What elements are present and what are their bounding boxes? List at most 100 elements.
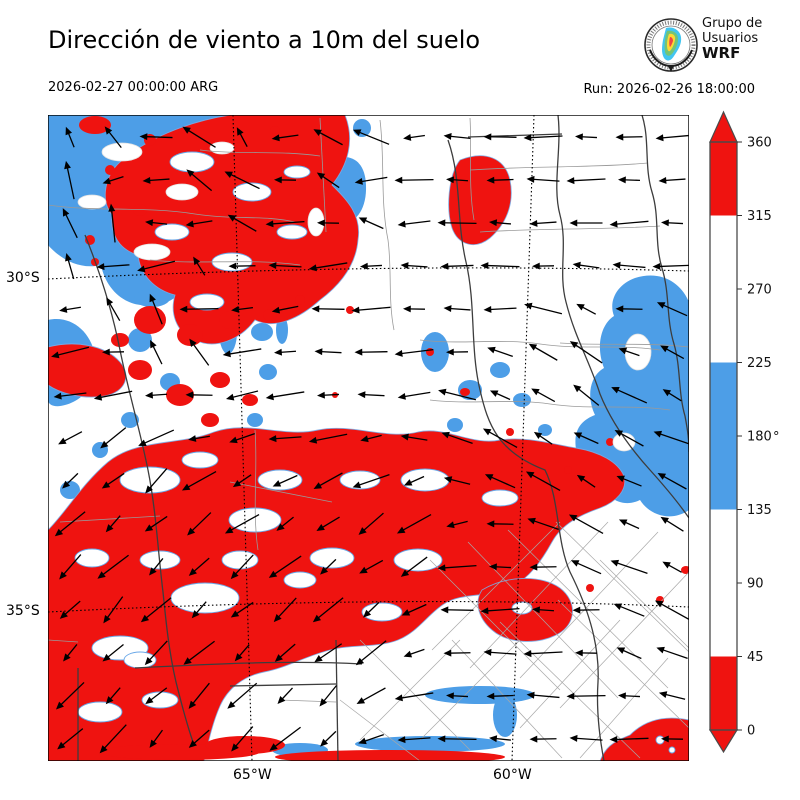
wind-arrow-head: [531, 388, 540, 396]
wind-arrow-head: [274, 654, 283, 662]
southerly-wind-blob: [121, 412, 139, 428]
major-boundary: [447, 139, 605, 761]
wind-arrow-head: [653, 430, 663, 438]
wind-arrow-head: [446, 692, 454, 700]
wind-arrow-head: [403, 650, 413, 658]
wind-arrow-head: [523, 650, 532, 658]
wind-arrow-head: [356, 697, 366, 704]
wind-arrow-shaft: [620, 648, 642, 660]
wind-arrow-head: [276, 523, 285, 531]
wind-arrow-shaft: [272, 436, 302, 440]
wind-arrow-head: [662, 561, 671, 569]
southerly-wind-blob: [128, 328, 152, 352]
wind-arrow-shaft: [61, 431, 83, 444]
wind-arrow-shaft: [190, 682, 210, 707]
department-boundary: [559, 571, 689, 709]
northerly-wind-region: [48, 427, 626, 761]
wind-arrow-head: [232, 479, 242, 488]
wind-arrow-head: [308, 264, 317, 272]
wind-arrow-head: [185, 220, 194, 228]
department-boundary: [429, 559, 561, 691]
wind-arrow-shaft: [398, 179, 434, 181]
northerly-wind-blob: [460, 388, 470, 396]
wind-arrow-head: [443, 132, 452, 140]
province-boundary: [429, 399, 671, 411]
calm-hole: [77, 701, 123, 723]
department-boundary: [359, 639, 471, 751]
wind-arrow-head: [486, 520, 495, 528]
wind-arrow-head: [489, 390, 499, 397]
wind-arrow-shaft: [614, 388, 648, 404]
calm-hole: [101, 142, 143, 162]
wind-arrow-shaft: [358, 351, 388, 353]
wind-arrow-head: [618, 347, 628, 355]
colorbar-tick-label: 225: [747, 356, 772, 371]
wind-arrow-head: [400, 262, 409, 270]
wind-arrow-shaft: [355, 306, 391, 311]
wind-arrow-shaft: [619, 476, 642, 487]
lon-label-60w: 60°W: [493, 767, 532, 783]
wind-arrow-shaft: [441, 738, 477, 740]
wind-arrow-head: [273, 614, 282, 623]
calm-hole: [221, 550, 259, 570]
wind-arrow-head: [274, 176, 282, 184]
wind-arrow-head: [573, 384, 582, 393]
wind-arrow-shaft: [441, 390, 477, 401]
wind-arrow-head: [397, 736, 406, 744]
wind-arrow-head: [397, 392, 406, 400]
wind-arrow-head: [403, 479, 413, 486]
wind-arrow-shaft: [534, 389, 556, 403]
wind-arrow-head: [357, 391, 366, 399]
province-boundary: [479, 225, 661, 233]
northerly-wind-blob: [219, 311, 241, 329]
wind-arrow-shaft: [186, 640, 215, 663]
wind-arrow-head: [662, 389, 672, 397]
wind-arrow-shaft: [228, 513, 260, 533]
wind-arrow-head: [53, 392, 62, 400]
wind-arrow-shaft: [484, 607, 520, 612]
wind-arrow-head: [314, 655, 323, 663]
wind-arrow-head: [181, 483, 191, 491]
calm-hole: [154, 223, 190, 241]
wind-arrow-head: [224, 526, 234, 534]
wind-arrow-shaft: [358, 176, 388, 183]
wind-arrow-shaft: [531, 345, 558, 361]
colorbar-segment: [710, 142, 737, 216]
wind-arrow-head: [618, 519, 628, 526]
northerly-wind-blob: [205, 736, 285, 754]
calm-hole: [123, 651, 157, 669]
wind-arrow-head: [483, 648, 492, 656]
colorbar-unit-label: °: [773, 430, 780, 445]
northerly-wind-blob: [270, 126, 280, 134]
wind-arrow-head: [230, 571, 239, 580]
wind-arrow-head: [193, 256, 201, 266]
wind-arrow-shaft: [530, 694, 560, 699]
northerly-wind-blob: [681, 566, 689, 574]
wind-arrow-shaft: [147, 515, 168, 530]
wind-arrow-head: [355, 657, 365, 666]
wind-arrow-shaft: [401, 737, 431, 741]
wind-arrow-head: [401, 609, 411, 616]
calm-hole: [165, 183, 199, 201]
wind-arrow-head: [568, 514, 578, 522]
wind-arrow-shaft: [229, 682, 258, 707]
northerly-wind-blob: [242, 394, 258, 406]
wind-arrow-shaft: [316, 472, 343, 488]
wind-arrow-head: [489, 735, 498, 743]
southerly-wind-blob: [247, 413, 263, 427]
wind-arrow-head: [616, 475, 625, 483]
wind-arrow-shaft: [146, 640, 168, 663]
wind-arrow-head: [526, 691, 535, 699]
wind-arrow-shaft: [358, 640, 387, 664]
wind-arrow-shaft: [105, 643, 124, 660]
calm-hole: [228, 507, 282, 533]
wind-arrow-shaft: [401, 391, 431, 398]
wind-arrow-head: [529, 219, 538, 227]
map-plot-area[interactable]: [48, 115, 689, 761]
wind-quiver-layer: [51, 126, 689, 754]
wind-arrow-head: [363, 609, 372, 618]
wind-arrow-head: [102, 177, 111, 185]
wind-arrow-head: [443, 649, 452, 657]
northerly-wind-blob: [194, 220, 206, 230]
wind-arrow-shaft: [529, 472, 561, 492]
